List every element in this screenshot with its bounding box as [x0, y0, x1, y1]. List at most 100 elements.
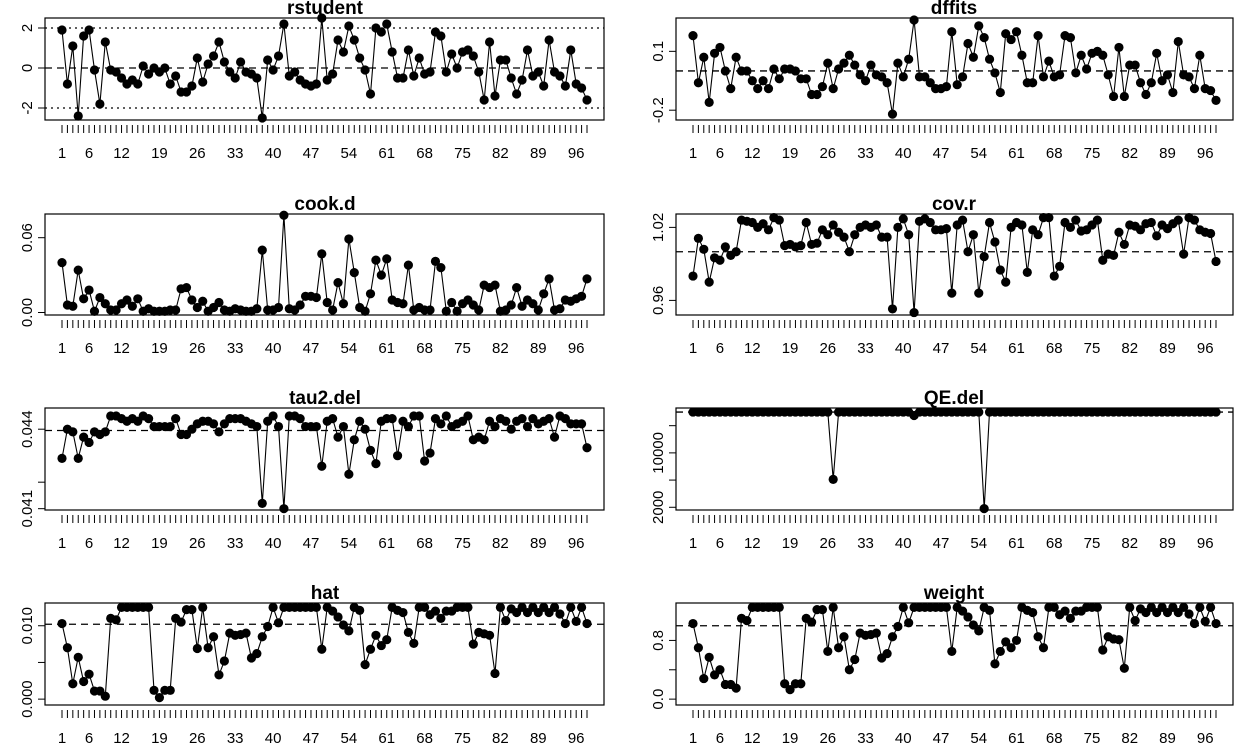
- data-point: [544, 413, 554, 424]
- data-point: [844, 665, 854, 675]
- x-tick-label: 68: [1046, 535, 1063, 552]
- data-point: [230, 73, 240, 83]
- data-point: [1135, 78, 1146, 88]
- data-point: [517, 75, 527, 85]
- data-point: [344, 469, 354, 479]
- data-point: [133, 79, 143, 89]
- data-point: [143, 413, 154, 424]
- data-point: [704, 652, 714, 662]
- data-point: [1189, 84, 1200, 94]
- data-point: [176, 617, 186, 627]
- data-point: [1071, 215, 1081, 225]
- x-tick-label: 75: [454, 730, 471, 747]
- data-point: [349, 35, 359, 45]
- data-point: [273, 51, 284, 61]
- data-point: [699, 673, 709, 684]
- data-point: [774, 215, 784, 225]
- data-point: [1071, 68, 1081, 78]
- series-line: [61, 605, 588, 699]
- data-point: [349, 435, 359, 445]
- data-point: [430, 606, 441, 616]
- x-tick-label: 19: [782, 730, 799, 747]
- data-point: [414, 53, 424, 63]
- x-tick-label: 68: [1046, 340, 1063, 357]
- data-point: [790, 66, 801, 76]
- data-point: [833, 64, 844, 74]
- plot-frame: [675, 17, 1234, 121]
- data-point: [963, 247, 973, 257]
- data-point: [214, 37, 224, 47]
- data-point: [909, 15, 919, 25]
- data-point: [62, 79, 73, 89]
- x-tick-label: 26: [819, 340, 836, 357]
- data-point: [1044, 213, 1054, 223]
- y-tick-label: 0.00: [19, 298, 36, 327]
- data-point: [95, 99, 105, 109]
- y-tick-label: 0: [19, 64, 36, 72]
- x-tick-label: 75: [1084, 535, 1101, 552]
- x-tick-label: 68: [416, 145, 433, 162]
- data-point: [1211, 618, 1221, 629]
- x-tick-label: 6: [85, 145, 93, 162]
- data-point: [279, 210, 289, 220]
- data-point: [452, 306, 462, 316]
- x-tick-label: 61: [1008, 340, 1025, 357]
- data-point: [420, 602, 430, 613]
- data-point: [382, 254, 392, 264]
- data-point: [823, 407, 833, 417]
- data-point: [887, 304, 898, 314]
- x-tick-label: 82: [492, 535, 509, 552]
- data-point: [365, 445, 376, 455]
- data-point: [720, 66, 730, 76]
- y-tick-label: 0.06: [19, 223, 36, 252]
- data-point: [1033, 632, 1043, 642]
- data-point: [138, 61, 148, 71]
- data-point: [693, 233, 703, 243]
- data-point: [403, 421, 413, 432]
- data-point: [436, 613, 446, 624]
- x-tick-label: 54: [341, 730, 358, 747]
- data-point: [1038, 72, 1049, 82]
- data-point: [1065, 613, 1076, 624]
- data-point: [904, 54, 914, 64]
- x-tick-label: 33: [857, 340, 874, 357]
- x-tick-label: 61: [378, 340, 395, 357]
- y-tick-label: 2: [19, 24, 36, 32]
- data-point: [758, 219, 768, 229]
- data-point: [371, 630, 381, 640]
- data-point: [699, 244, 709, 254]
- x-tick-label: 1: [58, 535, 66, 552]
- data-point: [833, 643, 844, 653]
- data-point: [850, 654, 860, 665]
- data-point: [73, 652, 83, 662]
- data-point: [160, 63, 170, 73]
- data-point: [398, 607, 408, 618]
- x-tick-label: 12: [744, 730, 761, 747]
- data-point: [490, 280, 500, 290]
- data-point: [398, 73, 408, 83]
- data-point: [742, 616, 752, 626]
- data-point: [474, 67, 484, 77]
- x-tick-label: 68: [416, 535, 433, 552]
- data-point: [111, 615, 121, 625]
- data-point: [1033, 31, 1043, 41]
- data-point: [582, 95, 592, 105]
- x-tick-label: 40: [265, 730, 282, 747]
- data-point: [1141, 89, 1151, 100]
- data-point: [979, 33, 989, 43]
- data-point: [273, 421, 284, 432]
- data-point: [715, 42, 725, 53]
- data-point: [311, 79, 321, 89]
- data-point: [566, 602, 576, 613]
- data-point: [555, 609, 565, 619]
- x-tick-label: 19: [782, 145, 799, 162]
- data-point: [225, 67, 235, 77]
- data-point: [512, 282, 522, 293]
- x-tick-label: 26: [819, 145, 836, 162]
- x-tick-label: 26: [189, 340, 206, 357]
- data-point: [979, 251, 989, 262]
- plot-frame: [44, 213, 605, 316]
- data-point: [925, 217, 935, 228]
- data-point: [566, 45, 576, 55]
- data-point: [1001, 637, 1011, 647]
